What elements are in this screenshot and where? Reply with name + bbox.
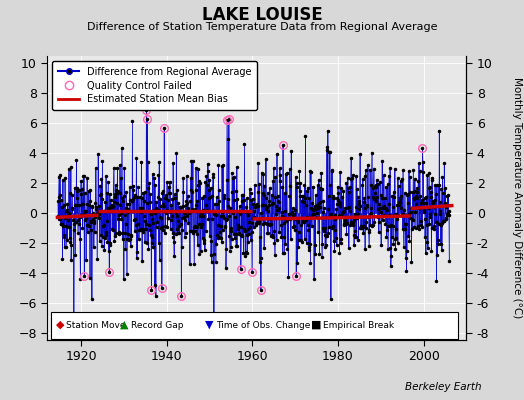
Legend: Difference from Regional Average, Quality Control Failed, Estimated Station Mean: Difference from Regional Average, Qualit… <box>52 61 257 110</box>
Text: ■: ■ <box>311 320 322 330</box>
Text: LAKE LOUISE: LAKE LOUISE <box>202 6 322 24</box>
Text: Empirical Break: Empirical Break <box>323 320 394 330</box>
Y-axis label: Monthly Temperature Anomaly Difference (°C): Monthly Temperature Anomaly Difference (… <box>512 77 522 319</box>
Text: ▲: ▲ <box>120 320 128 330</box>
Text: ◆: ◆ <box>56 320 64 330</box>
Text: Time of Obs. Change: Time of Obs. Change <box>216 320 311 330</box>
Text: Difference of Station Temperature Data from Regional Average: Difference of Station Temperature Data f… <box>87 22 437 32</box>
Text: Record Gap: Record Gap <box>130 320 183 330</box>
Text: Berkeley Earth: Berkeley Earth <box>406 382 482 392</box>
Text: ▼: ▼ <box>205 320 214 330</box>
Bar <box>51 312 458 338</box>
Text: Station Move: Station Move <box>67 320 126 330</box>
